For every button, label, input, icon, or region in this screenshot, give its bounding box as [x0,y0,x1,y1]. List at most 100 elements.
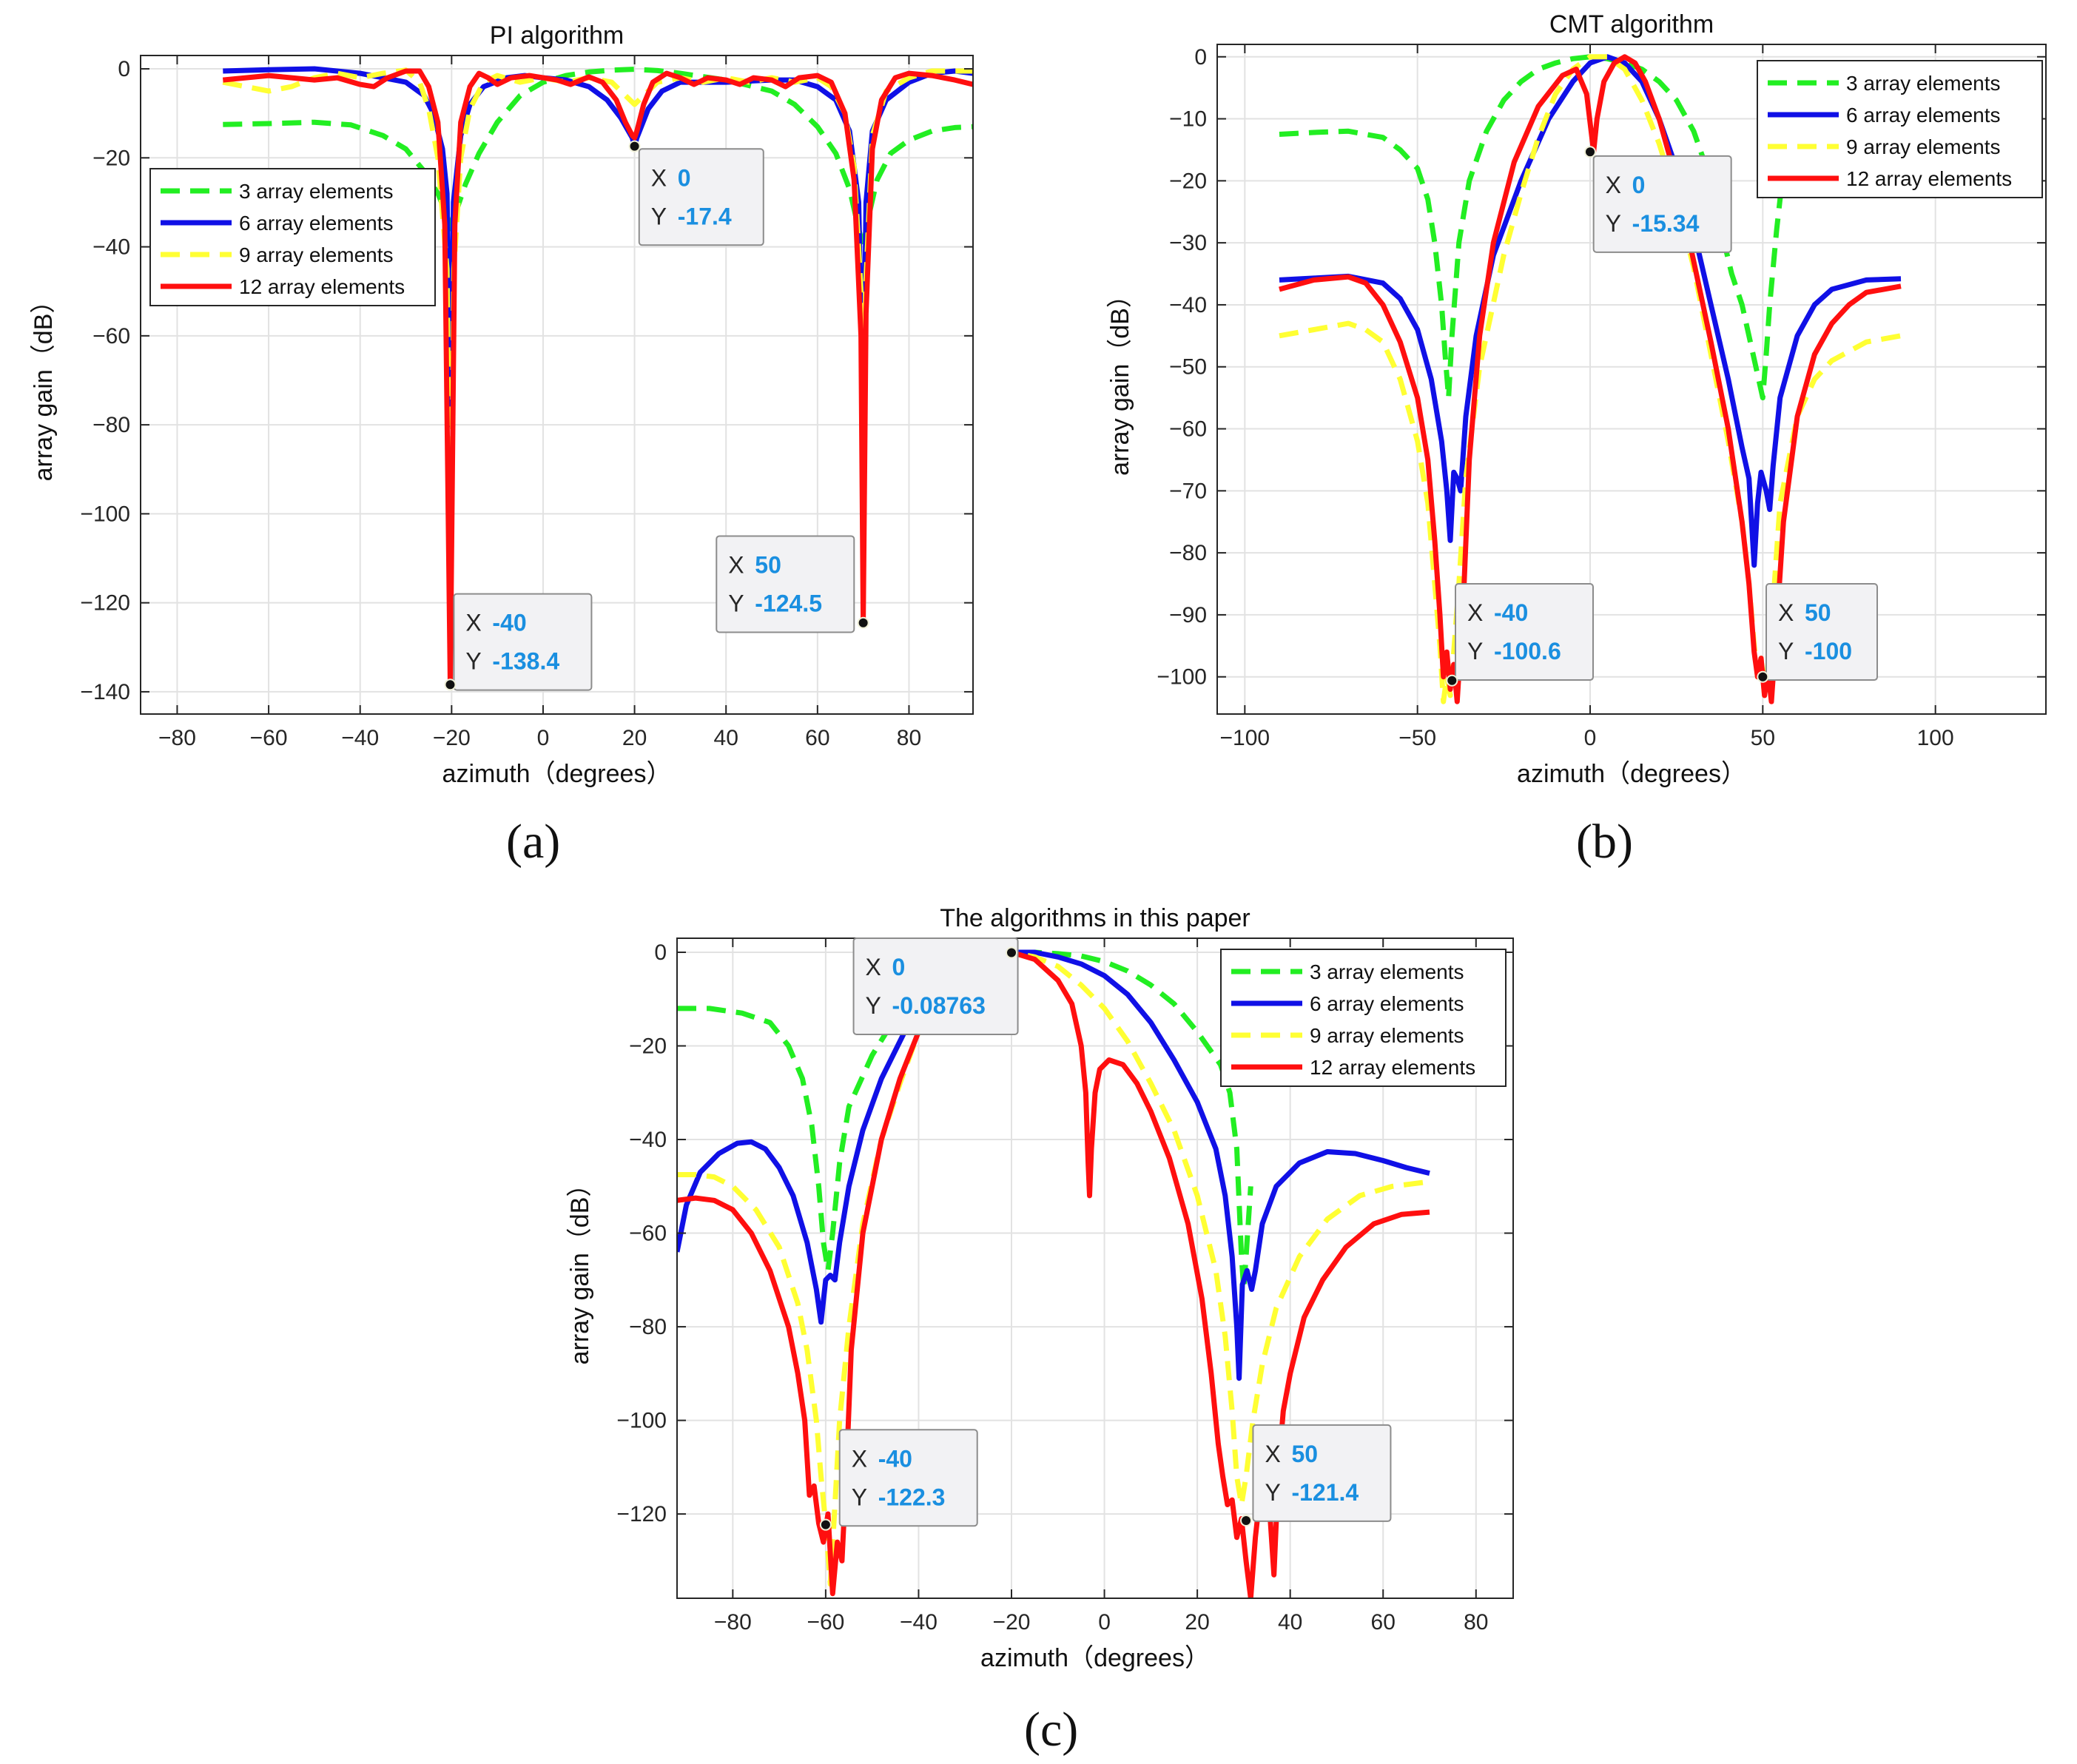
panel-label-b: (b) [1576,815,1633,869]
datatip-box [1765,583,1878,681]
datatip-y-name: Y [1467,638,1483,664]
chart-a: −80 −60 −40 −20 0 20 40 60 80 0 −20 −40 −60 −80 −100 −1… [30,21,974,788]
datatip-x-name: X [852,1445,867,1472]
axes-box [1216,44,2047,715]
y-tick-label: −120 [616,1502,667,1526]
y-tick-label: −40 [92,235,130,260]
datatip-y-value: -100.6 [1494,638,1561,664]
y-axis-label: array gain（dB） [566,1172,594,1365]
datatip-y-name: Y [852,1484,867,1510]
y-tick-label: −40 [629,1128,667,1152]
axes-box [140,55,974,715]
y-tick-label: −90 [1169,603,1207,627]
datatip-y-value: -15.34 [1632,210,1700,237]
datatip-x-name: X [1467,599,1483,626]
x-tick-label: 60 [1371,1610,1396,1635]
datatip-marker [819,1518,832,1531]
datatip: X 50 Y -124.5 [716,535,869,633]
datatip-y-name: Y [651,203,667,229]
chart-panel-a: −80 −60 −40 −20 0 20 40 60 80 0 −20 −40 −60 −80 −100 −1… [0,0,1006,799]
y-tick-label: −80 [629,1315,667,1339]
axes-box [676,937,1514,1599]
datatip-x-name: X [465,610,481,636]
datatip-x-name: X [1265,1441,1280,1467]
datatip-marker [444,679,457,691]
datatip: X -40 Y -100.6 [1446,583,1594,687]
x-tick-label: 80 [1464,1610,1488,1635]
y-axis-label: array gain（dB） [30,289,58,482]
x-tick-label: 100 [1917,726,1954,750]
chart-b: −100 −50 0 50 100 0 −10 −20 −30 −40 −50 −60 −70 −80 −9… [1106,10,2047,788]
datatip-y-value: -122.3 [878,1484,946,1510]
x-tick-label: −60 [807,1610,844,1635]
datatip: X 0Y -15.34 [1584,146,1732,253]
datatip-box [852,937,1019,1035]
y-tick-label: −100 [80,502,130,526]
x-tick-label: 40 [714,726,738,750]
ticks: −100 −50 0 50 100 0 −10 −20 −30 −40 −50 −60 −70 −80 −9… [1157,44,2046,750]
series-line-s12 [1279,54,1902,704]
y-tick-label: 0 [1194,45,1207,70]
x-tick-label: 20 [1185,1610,1209,1635]
chart-c: −80 −60 −40 −20 0 20 40 60 80 0 −20 −40 −60 −80 −100 −1… [566,904,1514,1672]
legend-label-s6: 6 array elements [239,212,394,235]
legend-label-s6: 6 array elements [1310,992,1464,1015]
y-tick-label: −20 [92,146,130,170]
legend-label-s12: 12 array elements [1310,1056,1475,1079]
datatip-box [638,148,764,246]
datatip-y-name: Y [465,648,481,675]
y-tick-label: −100 [616,1409,667,1433]
y-tick-label: −20 [629,1034,667,1059]
y-tick-label: −20 [1169,169,1207,193]
datatip-x-value: 50 [1805,599,1831,626]
y-tick-label: −80 [92,413,130,437]
x-tick-label: −40 [341,726,379,750]
y-tick-label: −60 [92,324,130,349]
datatip-y-value: -0.08763 [892,992,986,1019]
datatip-y-name: Y [1778,638,1794,664]
datatip-box [1592,155,1732,253]
legend-label-s9: 9 array elements [239,243,394,266]
y-tick-label: −50 [1169,355,1207,380]
datatip-y-value: -100 [1805,638,1852,664]
datatip-y-value: -124.5 [755,590,822,616]
x-tick-label: −60 [250,726,288,750]
grid [141,55,973,714]
series-line-s6 [677,949,1430,1381]
y-tick-label: −70 [1169,479,1207,503]
y-tick-label: −140 [80,680,130,704]
x-axis-label: azimuth（degrees） [442,760,672,788]
datatip-x-value: 0 [892,954,906,980]
x-tick-label: −20 [433,726,471,750]
datatip-marker [1446,674,1458,687]
datatip-y-name: Y [1265,1479,1280,1506]
datatip-box [1455,583,1594,681]
datatip-x-name: X [651,164,667,191]
x-tick-label: −40 [900,1610,937,1635]
datatip-y-value: -121.4 [1291,1479,1359,1506]
datatip-marker [1757,670,1769,683]
datatip-y-value: -17.4 [678,203,732,229]
datatip-box [453,593,593,691]
datatip-y-name: Y [728,590,744,616]
x-tick-label: 20 [622,726,647,750]
legend-label-s3: 3 array elements [1310,960,1464,983]
chart-panel-c: −80 −60 −40 −20 0 20 40 60 80 0 −20 −40 −60 −80 −100 −1… [518,881,1554,1687]
datatip-box [838,1429,978,1527]
x-axis-label: azimuth（degrees） [1517,760,1746,788]
datatip-x-value: -40 [492,610,526,636]
ticks: −80 −60 −40 −20 0 20 40 60 80 0 −20 −40 −60 −80 −100 −1… [616,938,1513,1635]
chart-title: CMT algorithm [1549,10,1714,38]
legend-label-s9: 9 array elements [1310,1024,1464,1047]
y-tick-label: −40 [1169,293,1207,317]
x-tick-label: 80 [897,726,921,750]
datatip-y-value: -138.4 [492,648,559,675]
datatip-box [716,535,855,633]
chart-panel-b: −100 −50 0 50 100 0 −10 −20 −30 −40 −50 −60 −70 −80 −9… [1051,0,2077,799]
datatip-marker [1006,946,1017,959]
x-tick-label: 0 [537,726,550,750]
datatip-x-name: X [866,954,881,980]
y-tick-label: −30 [1169,231,1207,255]
legend-label-s12: 12 array elements [1846,167,2012,190]
chart-title: The algorithms in this paper [940,904,1250,932]
